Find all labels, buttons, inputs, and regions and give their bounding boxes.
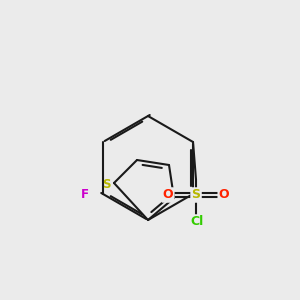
- Text: O: O: [163, 188, 173, 202]
- Text: S: S: [191, 188, 200, 202]
- Text: O: O: [219, 188, 229, 202]
- Text: S: S: [102, 178, 110, 190]
- Text: F: F: [81, 188, 89, 202]
- Text: Cl: Cl: [190, 215, 204, 229]
